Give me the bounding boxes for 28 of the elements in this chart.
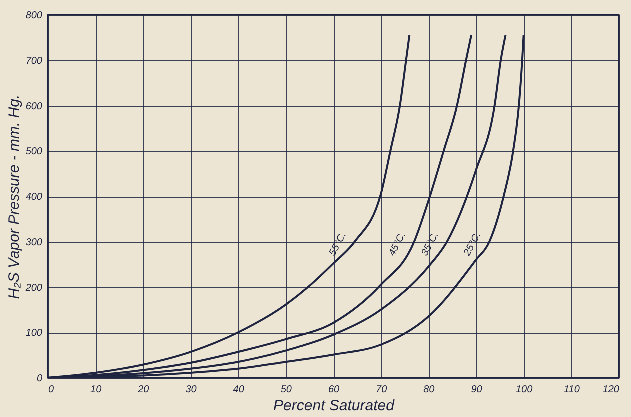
y-tick-label: 600 <box>26 101 43 112</box>
y-axis-title: H₂S Vapor Pressure - mm. Hg. <box>6 94 23 300</box>
x-tick-label: 80 <box>424 384 436 396</box>
x-tick-label: 40 <box>233 384 245 396</box>
y-tick-label: 300 <box>26 237 43 248</box>
x-tick-label: 90 <box>471 384 483 396</box>
x-tick-label: 110 <box>564 384 580 396</box>
y-tick-label: 500 <box>26 146 43 158</box>
y-tick-label: 400 <box>26 192 43 203</box>
x-tick-label: 10 <box>90 384 102 396</box>
annotation: 35°C. <box>420 230 442 258</box>
x-tick-label: 60 <box>328 384 340 396</box>
annotation: 25°C. <box>462 230 484 259</box>
y-tick-label: 800 <box>26 10 43 22</box>
x-tick-label: 20 <box>137 384 150 396</box>
x-tick-label: 70 <box>376 384 388 396</box>
y-tick-label: 200 <box>24 282 43 294</box>
x-tick-label: 0 <box>48 384 54 396</box>
x-tick-label: 120 <box>602 384 620 396</box>
x-tick-label: 100 <box>516 384 534 396</box>
y-tick-label: 0 <box>36 374 43 384</box>
x-axis-title: Percent Saturated <box>274 398 396 414</box>
x-tick-label: 30 <box>186 384 198 396</box>
y-tick-label: 100 <box>26 328 43 340</box>
y-tick-label: 700 <box>26 56 43 67</box>
annotation: 55°C. <box>328 230 350 258</box>
x-tick-label: 50 <box>280 384 292 396</box>
annotation: 45°C. <box>387 230 409 258</box>
